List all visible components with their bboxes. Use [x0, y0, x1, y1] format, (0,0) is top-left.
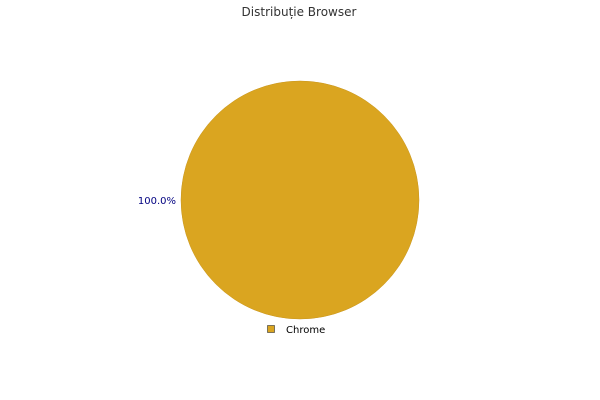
legend-item-chrome: Chrome: [267, 325, 325, 336]
slice-labels: 100.0%: [138, 196, 176, 207]
pie-slices: [180, 80, 420, 320]
chart-title: Distribuție Browser: [242, 5, 357, 19]
legend-label-chrome: Chrome: [286, 325, 325, 336]
legend: Chrome: [267, 325, 325, 336]
pie-slice-chrome: [180, 80, 420, 320]
slice-label-chrome: 100.0%: [138, 196, 176, 207]
legend-swatch-chrome: [267, 325, 275, 333]
